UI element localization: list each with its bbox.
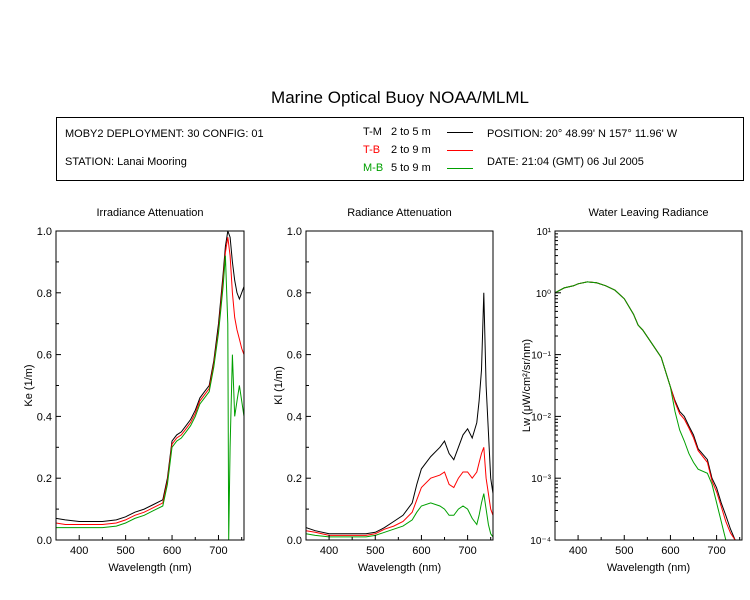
deployment-label: MOBY2 DEPLOYMENT: 30 CONFIG: 01	[65, 128, 264, 140]
legend-line-mb	[447, 168, 473, 169]
x-tick-label: 400	[569, 545, 587, 557]
y-tick-label: 0.8	[37, 288, 52, 300]
y-tick-label: 0.4	[37, 411, 52, 423]
x-tick-label: 500	[116, 545, 134, 557]
x-tick-label: 700	[458, 545, 476, 557]
series-line-t-m	[306, 292, 493, 535]
series-line-t-b	[555, 281, 740, 540]
plot-frame	[305, 230, 494, 541]
y-tick-label: 0.0	[287, 535, 302, 547]
legend-range-mb: 5 to 9 m	[391, 162, 431, 174]
y-tick-label: 0.8	[287, 288, 302, 300]
legend-range-tm: 2 to 5 m	[391, 126, 431, 138]
y-axis-label: Lw (μW/cm²/sr/nm)	[521, 339, 533, 432]
y-axis-label: Ke (1/m)	[23, 364, 35, 406]
chart-panel-1: Irradiance Attenuation 400 500 600 700 0.0 0.2…	[23, 207, 245, 574]
x-tick-label: 600	[412, 545, 430, 557]
y-tick-label: 0.6	[37, 350, 52, 362]
y-tick-label: 10⁻¹	[531, 351, 551, 362]
chart-title: Water Leaving Radiance	[588, 207, 708, 219]
series-group	[56, 231, 244, 540]
series-line-m-b	[56, 255, 244, 540]
station-label: STATION: Lanai Mooring	[65, 156, 187, 168]
y-tick-label: 0.2	[37, 473, 52, 485]
x-tick-label: 400	[320, 545, 338, 557]
y-tick-label: 0.0	[37, 535, 52, 547]
legend-name-mb: M-B	[363, 162, 384, 174]
series-group	[555, 281, 740, 540]
x-tick-label: 700	[707, 545, 725, 557]
position-label: POSITION: 20° 48.99' N 157° 11.96' W	[487, 128, 678, 140]
info-box: MOBY2 DEPLOYMENT: 30 CONFIG: 01 STATION:…	[56, 117, 744, 181]
x-tick-label: 600	[163, 545, 181, 557]
y-tick-label: 0.2	[287, 473, 302, 485]
series-group	[306, 292, 493, 538]
x-tick-label: 600	[661, 545, 679, 557]
y-tick-label: 1.0	[287, 226, 302, 238]
legend-name-tb: T-B	[363, 144, 381, 156]
series-line-t-m	[56, 231, 244, 522]
x-tick-label: 500	[615, 545, 633, 557]
y-tick-label: 10⁻⁴	[530, 536, 551, 547]
x-tick-label: 400	[70, 545, 88, 557]
plot-frame	[55, 230, 245, 541]
legend-line-tm	[447, 132, 473, 133]
y-tick-label: 0.4	[287, 411, 302, 423]
date-label: DATE: 21:04 (GMT) 06 Jul 2005	[487, 156, 644, 168]
y-tick-label: 1.0	[37, 226, 52, 238]
chart-panel-2: Radiance Attenuation 400 500 600 700 0.0 0.2 0.…	[273, 207, 494, 574]
page-title: Marine Optical Buoy NOAA/MLML	[271, 88, 529, 107]
y-tick-label: 0.6	[287, 350, 302, 362]
y-tick-label: 10⁻³	[531, 474, 551, 485]
x-tick-label: 700	[209, 545, 227, 557]
legend-range-tb: 2 to 9 m	[391, 144, 431, 156]
legend-line-tb	[447, 150, 473, 151]
x-axis-label: Wavelength (nm)	[358, 562, 441, 574]
series-line-m-b	[306, 493, 493, 538]
plot-frame	[554, 230, 743, 541]
series-line-t-b	[56, 237, 244, 525]
legend-name-tm: T-M	[363, 126, 382, 138]
chart-title: Radiance Attenuation	[347, 207, 452, 219]
chart-panel-3: Water Leaving Radiance 400 500 600 700 10⁻⁴ 10…	[521, 207, 743, 574]
x-axis-label: Wavelength (nm)	[108, 562, 191, 574]
series-line-t-b	[306, 447, 493, 536]
y-tick-label: 10⁰	[536, 289, 551, 300]
y-tick-label: 10¹	[537, 227, 552, 238]
series-line-m-b	[555, 281, 740, 540]
y-axis-label: Kl (1/m)	[273, 366, 285, 405]
x-axis-label: Wavelength (nm)	[607, 562, 690, 574]
chart-title: Irradiance Attenuation	[96, 207, 203, 219]
y-tick-label: 10⁻²	[531, 412, 551, 423]
x-tick-label: 500	[366, 545, 384, 557]
series-line-t-m	[555, 281, 740, 540]
